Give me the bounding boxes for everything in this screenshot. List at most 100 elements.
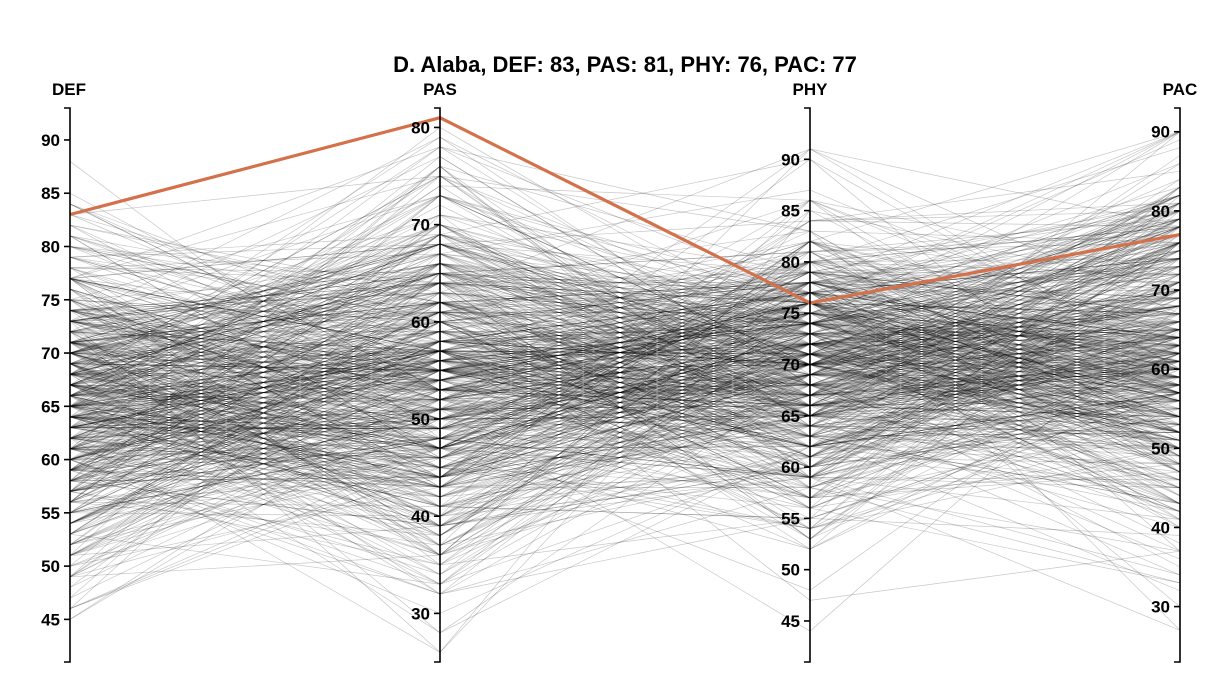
- player-line: [69, 170, 1181, 430]
- player-line: [69, 350, 1181, 584]
- player-line: [69, 234, 1181, 365]
- player-line: [69, 146, 1181, 441]
- player-line: [69, 343, 1181, 430]
- player-line: [69, 342, 1181, 406]
- tick-label: 70: [781, 355, 800, 374]
- player-line: [69, 136, 1181, 324]
- player-line: [69, 250, 1181, 371]
- player-line: [69, 241, 1181, 386]
- player-line: [69, 265, 1181, 449]
- player-line: [69, 337, 1181, 459]
- player-line: [69, 265, 1181, 498]
- player-line: [69, 337, 1181, 488]
- player-line: [69, 288, 1181, 400]
- player-line: [69, 242, 1181, 556]
- axis-line: [434, 107, 441, 663]
- player-line: [69, 353, 1181, 482]
- player-line: [69, 321, 1181, 468]
- player-line: [69, 156, 1181, 450]
- player-line: [69, 360, 1181, 488]
- player-line: [69, 282, 1181, 439]
- player-line: [69, 214, 1181, 433]
- player-line: [69, 305, 1181, 492]
- player-line: [69, 299, 1181, 345]
- player-line: [69, 352, 1181, 478]
- player-line: [69, 292, 1181, 528]
- player-line: [69, 305, 1181, 507]
- player-line: [69, 350, 1181, 471]
- player-line: [69, 178, 1181, 417]
- player-line: [69, 250, 1181, 417]
- player-line: [69, 233, 1181, 471]
- player-line: [69, 218, 1181, 468]
- player-line: [69, 408, 1181, 535]
- player-line: [69, 278, 1181, 449]
- player-line: [69, 331, 1181, 536]
- player-line: [69, 352, 1181, 420]
- player-line: [69, 282, 1181, 402]
- player-line: [69, 297, 1181, 418]
- player-line: [69, 258, 1181, 540]
- player-line: [69, 302, 1181, 433]
- player-line: [69, 272, 1181, 428]
- player-line: [69, 289, 1181, 478]
- player-line: [69, 203, 1181, 371]
- axis-line: [64, 107, 71, 663]
- player-line: [69, 258, 1181, 517]
- player-line: [69, 321, 1181, 354]
- player-line: [69, 263, 1181, 450]
- player-line: [69, 321, 1181, 578]
- player-line: [69, 310, 1181, 420]
- player-line: [69, 272, 1181, 509]
- player-line: [69, 350, 1181, 505]
- player-line: [69, 242, 1181, 550]
- player-line: [69, 136, 1181, 505]
- player-line: [69, 352, 1181, 507]
- player-line: [69, 364, 1181, 517]
- player-line: [69, 405, 1181, 481]
- player-line: [69, 271, 1181, 546]
- player-line: [69, 313, 1181, 599]
- player-line: [69, 278, 1181, 362]
- player-line: [69, 392, 1181, 595]
- tick-label: 40: [1151, 518, 1170, 537]
- player-line: [69, 186, 1181, 488]
- player-line: [69, 292, 1181, 430]
- player-line: [69, 350, 1181, 460]
- player-line: [69, 352, 1181, 468]
- player-line: [69, 282, 1181, 375]
- player-line: [69, 234, 1181, 524]
- player-line: [69, 194, 1181, 556]
- player-line: [69, 331, 1181, 449]
- player-line: [69, 253, 1181, 489]
- tick-label: 75: [41, 291, 60, 310]
- player-line: [69, 210, 1181, 535]
- player-line: [69, 416, 1181, 492]
- player-line: [69, 320, 1181, 420]
- background-lines: [69, 126, 1181, 653]
- player-line: [69, 224, 1181, 449]
- player-line: [69, 242, 1181, 428]
- player-line: [69, 305, 1181, 488]
- player-line: [69, 258, 1181, 460]
- player-line: [69, 226, 1181, 397]
- axis-pac: PAC 30 40 50 60 70 80 90: [1151, 80, 1197, 663]
- player-line: [69, 235, 1181, 468]
- player-line: [69, 251, 1181, 556]
- player-line: [69, 342, 1181, 509]
- player-line: [69, 204, 1181, 552]
- player-line: [69, 302, 1181, 471]
- player-line: [69, 282, 1181, 407]
- player-line: [69, 302, 1181, 509]
- player-line: [69, 210, 1181, 514]
- player-line: [69, 289, 1181, 517]
- player-line: [69, 360, 1181, 503]
- player-line: [69, 343, 1181, 450]
- player-line: [69, 186, 1181, 478]
- player-line: [69, 305, 1181, 410]
- axis-line: [804, 107, 811, 663]
- player-line: [69, 233, 1181, 503]
- player-line: [69, 331, 1181, 576]
- player-line: [69, 311, 1181, 471]
- player-line: [69, 360, 1181, 425]
